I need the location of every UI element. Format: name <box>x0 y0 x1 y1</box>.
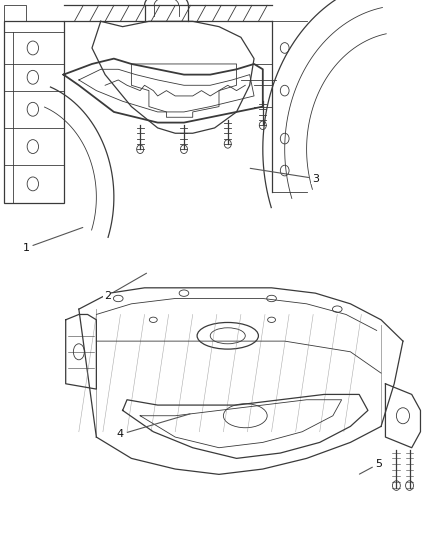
Circle shape <box>392 481 400 490</box>
Text: 2: 2 <box>104 273 147 301</box>
Text: 1: 1 <box>23 228 83 253</box>
Text: 5: 5 <box>360 459 382 474</box>
Text: 4: 4 <box>117 414 190 439</box>
Circle shape <box>224 140 231 148</box>
Circle shape <box>137 145 144 154</box>
Circle shape <box>259 121 266 130</box>
Circle shape <box>180 145 187 154</box>
Circle shape <box>406 481 413 490</box>
Text: 3: 3 <box>250 168 319 183</box>
